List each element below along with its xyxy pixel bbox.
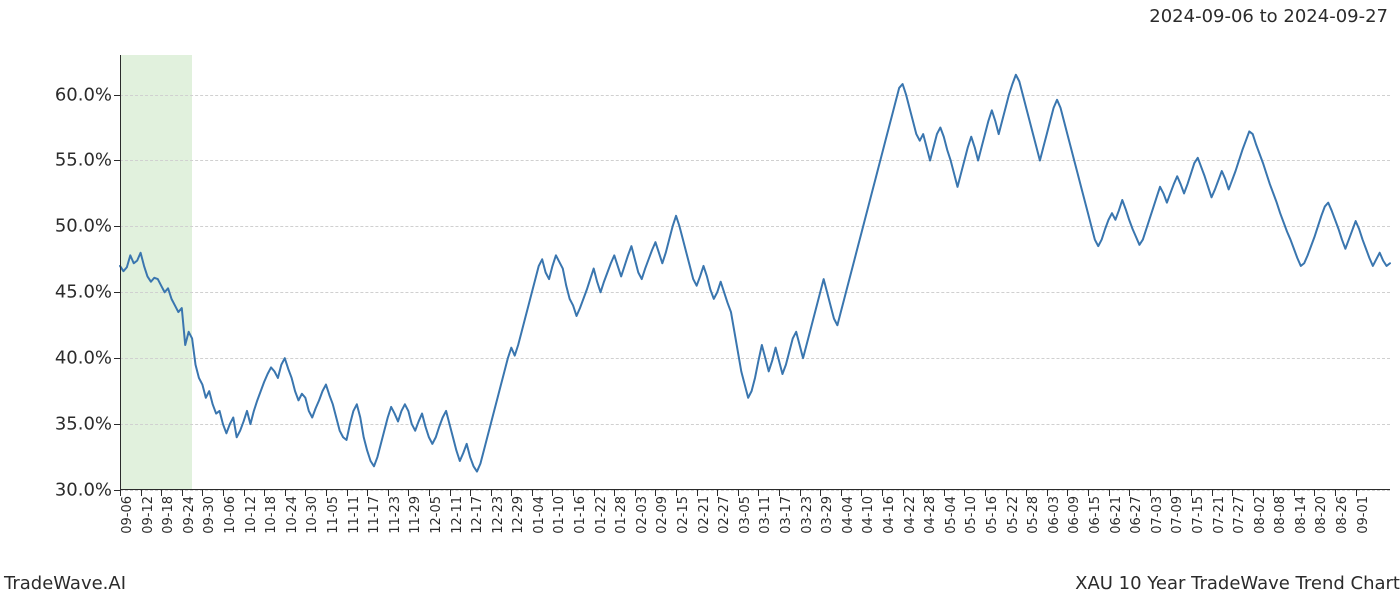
x-tick-label: 08-20 <box>1314 496 1329 534</box>
x-tick-label: 04-22 <box>903 496 918 534</box>
y-tick-mark <box>114 160 120 161</box>
x-tick-label: 05-22 <box>1006 496 1021 534</box>
x-tick-label: 08-02 <box>1253 496 1268 534</box>
x-tick-label: 07-03 <box>1150 496 1165 534</box>
x-tick-label: 09-06 <box>120 496 135 534</box>
x-tick-label: 09-12 <box>141 496 156 534</box>
y-tick-mark <box>114 95 120 96</box>
x-tick-label: 01-04 <box>532 496 547 534</box>
x-tick-label: 01-10 <box>552 496 567 534</box>
x-tick-label: 11-05 <box>326 496 341 534</box>
x-tick-label: 02-21 <box>697 496 712 534</box>
x-tick-label: 08-08 <box>1273 496 1288 534</box>
y-tick-mark <box>114 358 120 359</box>
x-tick-label: 08-26 <box>1335 496 1350 534</box>
line-layer <box>120 55 1390 490</box>
x-tick-label: 03-17 <box>779 496 794 534</box>
x-tick-label: 06-03 <box>1047 496 1062 534</box>
x-tick-label: 10-24 <box>285 496 300 534</box>
x-tick-label: 01-16 <box>573 496 588 534</box>
x-tick-label: 02-15 <box>676 496 691 534</box>
x-tick-label: 02-09 <box>655 496 670 534</box>
x-tick-label: 05-10 <box>964 496 979 534</box>
x-tick-label: 11-17 <box>367 496 382 534</box>
x-tick-label: 07-27 <box>1232 496 1247 534</box>
y-tick-label: 40.0% <box>55 348 112 369</box>
y-tick-mark <box>114 292 120 293</box>
y-tick-mark <box>114 226 120 227</box>
x-tick-label: 09-30 <box>202 496 217 534</box>
x-tick-label: 04-28 <box>923 496 938 534</box>
plot-area: 30.0%35.0%40.0%45.0%50.0%55.0%60.0% 09-0… <box>120 55 1390 490</box>
y-axis <box>120 55 121 490</box>
x-tick-label: 09-01 <box>1356 496 1371 534</box>
x-tick-label: 12-11 <box>450 496 465 534</box>
x-tick-label: 11-11 <box>347 496 362 534</box>
x-tick-label: 04-10 <box>861 496 876 534</box>
x-tick-label: 12-05 <box>429 496 444 534</box>
x-tick-label: 01-28 <box>614 496 629 534</box>
x-tick-label: 05-16 <box>985 496 1000 534</box>
x-tick-label: 07-15 <box>1191 496 1206 534</box>
brand-label: TradeWave.AI <box>4 573 126 594</box>
x-tick-label: 07-21 <box>1212 496 1227 534</box>
x-tick-label: 03-11 <box>758 496 773 534</box>
y-tick-label: 35.0% <box>55 414 112 435</box>
x-tick-label: 03-23 <box>800 496 815 534</box>
x-tick-label: 05-28 <box>1026 496 1041 534</box>
x-tick-label: 01-22 <box>594 496 609 534</box>
x-tick-label: 04-04 <box>841 496 856 534</box>
y-tick-label: 30.0% <box>55 480 112 501</box>
x-tick-label: 10-06 <box>223 496 238 534</box>
x-tick-label: 02-03 <box>635 496 650 534</box>
x-tick-label: 10-12 <box>244 496 259 534</box>
x-tick-label: 03-29 <box>820 496 835 534</box>
x-tick-label: 12-23 <box>491 496 506 534</box>
x-tick-label: 06-09 <box>1067 496 1082 534</box>
data-series-line <box>120 75 1390 472</box>
x-tick-label: 08-14 <box>1294 496 1309 534</box>
y-tick-label: 60.0% <box>55 84 112 105</box>
x-tick-label: 03-05 <box>738 496 753 534</box>
x-tick-label: 09-24 <box>182 496 197 534</box>
x-tick-label: 06-21 <box>1109 496 1124 534</box>
y-tick-label: 50.0% <box>55 216 112 237</box>
x-tick-label: 04-16 <box>882 496 897 534</box>
x-tick-label: 10-30 <box>305 496 320 534</box>
chart-title-label: XAU 10 Year TradeWave Trend Chart <box>1075 573 1400 594</box>
chart-root: 2024-09-06 to 2024-09-27 30.0%35.0%40.0%… <box>0 0 1400 600</box>
x-tick-label: 02-27 <box>717 496 732 534</box>
date-range-label: 2024-09-06 to 2024-09-27 <box>1149 6 1388 27</box>
y-tick-label: 45.0% <box>55 282 112 303</box>
x-tick-label: 12-29 <box>511 496 526 534</box>
y-tick-mark <box>114 424 120 425</box>
x-tick-label: 11-23 <box>388 496 403 534</box>
x-tick-label: 06-15 <box>1088 496 1103 534</box>
x-tick-label: 09-18 <box>161 496 176 534</box>
x-tick-label: 07-09 <box>1170 496 1185 534</box>
x-tick-label: 05-04 <box>944 496 959 534</box>
x-tick-label: 12-17 <box>470 496 485 534</box>
y-tick-label: 55.0% <box>55 150 112 171</box>
x-tick-label: 11-29 <box>408 496 423 534</box>
x-tick-label: 10-18 <box>264 496 279 534</box>
x-axis <box>120 489 1390 490</box>
grid-line <box>120 490 1390 491</box>
x-tick-label: 06-27 <box>1129 496 1144 534</box>
